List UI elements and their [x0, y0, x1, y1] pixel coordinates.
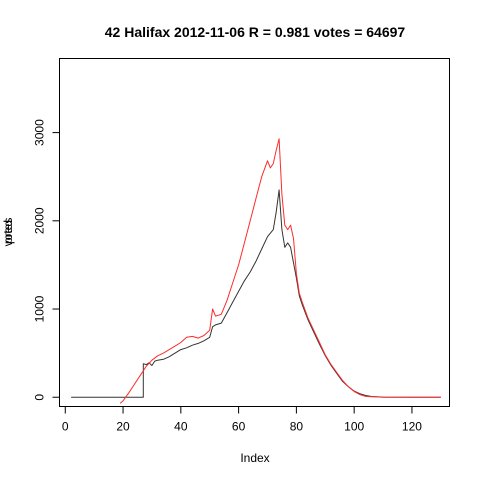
y-axis: 0 1000 2000 3000 [33, 119, 60, 401]
y-axis-label: votes [1, 218, 15, 247]
series-layer [71, 138, 441, 404]
x-tick-label: 0 [62, 420, 69, 434]
x-tick-label: 100 [344, 420, 364, 434]
chart-title: 42 Halifax 2012-11-06 R = 0.981 votes = … [105, 24, 406, 40]
series-line-1 [71, 189, 441, 398]
x-tick-label: 60 [232, 420, 246, 434]
y-tick-label: 2000 [33, 207, 47, 234]
x-tick-label: 80 [290, 420, 304, 434]
x-axis: 0 20 40 60 80 100 120 [62, 406, 422, 434]
x-axis-label: Index [240, 451, 269, 465]
y-tick-label: 3000 [33, 119, 47, 146]
x-tick-label: 40 [174, 420, 188, 434]
y-tick-label: 1000 [33, 295, 47, 322]
series-line-2 [119, 138, 441, 404]
x-tick-label: 20 [116, 420, 130, 434]
y-tick-label: 0 [33, 394, 47, 401]
x-tick-label: 120 [402, 420, 422, 434]
y-axis-label: pred [1, 220, 15, 244]
